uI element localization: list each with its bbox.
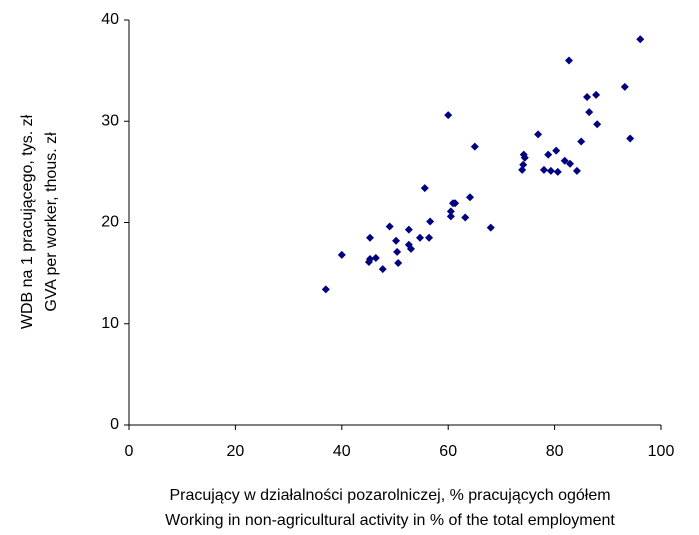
x-tick-label: 40	[333, 443, 351, 460]
x-tick-label: 80	[546, 443, 564, 460]
point	[534, 130, 543, 139]
point	[393, 247, 402, 256]
point	[519, 160, 528, 169]
point	[425, 233, 434, 242]
point	[585, 108, 594, 117]
point	[420, 184, 429, 193]
point	[446, 212, 455, 221]
point	[620, 82, 629, 91]
point	[337, 250, 346, 259]
x-tick-label: 0	[125, 443, 134, 460]
point	[552, 146, 561, 155]
point	[560, 156, 569, 165]
x-axis-label: Pracujący w działalności pozarolniczej, …	[169, 487, 610, 504]
y-axis-label: WDB na 1 pracującego, tys. zł	[19, 114, 36, 329]
y-tick-label: 10	[101, 315, 119, 332]
point	[626, 134, 635, 143]
point	[636, 35, 645, 44]
point	[520, 153, 529, 162]
point	[466, 193, 475, 202]
point	[486, 223, 495, 232]
point	[577, 137, 586, 146]
point	[404, 225, 413, 234]
point	[583, 92, 592, 101]
point	[564, 56, 573, 65]
point	[392, 236, 401, 245]
point	[451, 199, 460, 208]
point	[365, 233, 374, 242]
x-tick-label: 100	[648, 443, 675, 460]
point	[446, 207, 455, 216]
point	[406, 244, 415, 253]
x-axis-label: Working in non-agricultural activity in …	[165, 512, 615, 529]
point	[321, 285, 330, 294]
point	[444, 111, 453, 120]
point	[566, 159, 575, 168]
y-tick-label: 40	[101, 11, 119, 28]
point	[592, 90, 601, 99]
point	[544, 150, 553, 159]
point	[461, 213, 470, 222]
point	[365, 254, 374, 263]
point	[371, 253, 380, 262]
y-tick-label: 20	[101, 214, 119, 231]
point	[416, 233, 425, 242]
point	[470, 142, 479, 151]
point	[572, 166, 581, 175]
x-tick-label: 60	[439, 443, 457, 460]
point	[378, 265, 387, 274]
point	[553, 167, 562, 176]
y-tick-label: 0	[110, 416, 119, 433]
point	[426, 217, 435, 226]
point	[394, 259, 403, 267]
y-axis-label: GVA per worker, thous. zł	[43, 132, 60, 312]
point	[546, 166, 555, 175]
point	[539, 165, 548, 174]
point	[593, 120, 602, 129]
y-tick-label: 30	[101, 112, 119, 129]
point	[385, 222, 394, 231]
x-tick-label: 20	[227, 443, 245, 460]
